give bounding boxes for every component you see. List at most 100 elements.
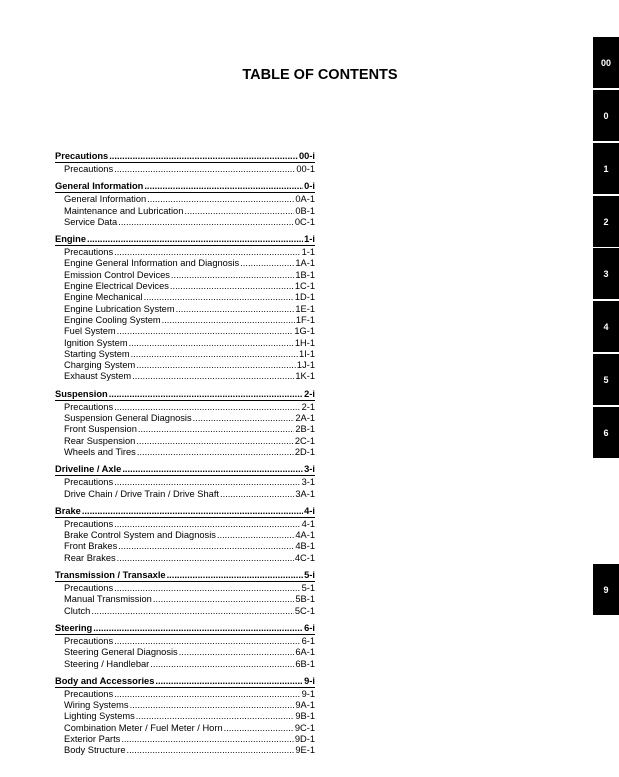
entry-page: 6B-1 (295, 658, 315, 669)
toc-entry[interactable]: Rear Brakes 4C-1 (55, 553, 315, 564)
toc-entry[interactable]: Clutch 5C-1 (55, 606, 315, 617)
toc-entry[interactable]: Steering General Diagnosis 6A-1 (55, 647, 315, 658)
dot-leader (114, 247, 300, 258)
entry-label: Precautions (64, 583, 114, 594)
entry-label: Precautions (64, 247, 114, 258)
toc-entry[interactable]: Front Brakes 4B-1 (55, 541, 315, 552)
toc-entry[interactable]: Wheels and Tires 2D-1 (55, 447, 315, 458)
dot-leader (144, 292, 294, 303)
section-tab[interactable]: 2 (593, 196, 619, 247)
section-tab[interactable]: 1 (593, 143, 619, 194)
toc-entry[interactable]: Service Data 0C-1 (55, 217, 315, 228)
section-heading[interactable]: Body and Accessories 9-i (55, 676, 315, 688)
toc-entry[interactable]: Precautions 9-1 (55, 689, 315, 700)
section-heading[interactable]: Transmission / Transaxle 5-i (55, 570, 315, 583)
toc-entry[interactable]: Charging System 1J-1 (55, 360, 315, 371)
toc-entry[interactable]: Engine Lubrication System 1E-1 (55, 304, 315, 315)
toc-entry[interactable]: Engine General Information and Diagnosis… (55, 258, 315, 269)
toc-entry[interactable]: Starting System 1I-1 (55, 349, 315, 360)
toc-section: Transmission / Transaxle 5-i Precautions 5-… (55, 570, 315, 617)
dot-leader (87, 234, 303, 245)
dot-leader (136, 436, 294, 447)
entry-label: Suspension (55, 388, 108, 399)
dot-leader (114, 583, 300, 594)
toc-entry[interactable]: Precautions 4-1 (55, 519, 315, 530)
toc-entry[interactable]: Body Structure 9E-1 (55, 745, 315, 756)
toc-entry[interactable]: Fuel System 1G-1 (55, 326, 315, 337)
entry-page: 9C-1 (294, 722, 315, 733)
section-tab[interactable]: 0 (593, 90, 619, 141)
toc-entry[interactable]: Exterior Parts 9D-1 (55, 734, 315, 745)
entry-label: Engine (55, 234, 86, 245)
entry-page: 1G-1 (294, 326, 315, 337)
toc-entry[interactable]: Steering / Handlebar 6B-1 (55, 659, 315, 670)
toc-entry[interactable]: Front Suspension 2B-1 (55, 424, 315, 435)
toc-entry[interactable]: Precautions 1-1 (55, 247, 315, 258)
entry-label: General Information (64, 194, 147, 205)
dot-leader (155, 676, 303, 687)
entry-label: Steering / Handlebar (64, 658, 150, 669)
section-tab[interactable]: 5 (593, 354, 619, 405)
section-heading[interactable]: Suspension 2-i (55, 389, 315, 401)
entry-page: 2A-1 (295, 413, 315, 424)
toc-section: Precautions 00-i Precautions 00-1 (55, 151, 315, 175)
toc-entry[interactable]: Engine Cooling System 1F-1 (55, 315, 315, 326)
dot-leader (137, 447, 294, 458)
section-tab[interactable]: 00 (593, 37, 619, 88)
toc-entry[interactable]: Maintenance and Lubrication 0B-1 (55, 206, 315, 217)
toc-entry[interactable]: Exhaust System 1K-1 (55, 371, 315, 382)
toc-entry[interactable]: Precautions 2-1 (55, 402, 315, 413)
dot-leader (82, 506, 303, 517)
toc-entry[interactable]: Precautions 00-1 (55, 164, 315, 175)
table-of-contents: Precautions 00-i Precautions 00-1 General In… (55, 151, 315, 763)
toc-entry[interactable]: Ignition System 1H-1 (55, 338, 315, 349)
toc-entry[interactable]: Emission Control Devices 1B-1 (55, 270, 315, 281)
toc-entry[interactable]: Suspension General Diagnosis 2A-1 (55, 413, 315, 424)
toc-section: Body and Accessories9-iPrecautions9-1Wir… (55, 676, 315, 757)
section-tab[interactable]: 4 (593, 301, 619, 352)
toc-entry[interactable]: Lighting Systems 9B-1 (55, 711, 315, 722)
toc-entry[interactable]: Precautions 6-1 (55, 636, 315, 647)
section-heading[interactable]: Engine 1-i (55, 234, 315, 247)
entry-label: Exhaust System (64, 371, 132, 382)
toc-entry[interactable]: General Information 0A-1 (55, 194, 315, 205)
section-heading[interactable]: Brake 4-i (55, 506, 315, 518)
entry-label: Steering General Diagnosis (64, 647, 178, 658)
dot-leader (114, 164, 295, 175)
toc-entry[interactable]: Combination Meter / Fuel Meter / Horn 9C-… (55, 723, 315, 734)
entry-page: 6A-1 (295, 647, 315, 658)
entry-label: Rear Suspension (64, 435, 136, 446)
dot-leader (131, 349, 298, 360)
entry-page: 5B-1 (295, 594, 315, 605)
entry-page: 6-i (304, 622, 315, 633)
section-heading[interactable]: Steering 6-i (55, 623, 315, 635)
section-tab[interactable]: 3 (593, 248, 619, 299)
toc-entry[interactable]: Brake Control System and Diagnosis 4A-1 (55, 530, 315, 541)
toc-entry[interactable]: Precautions 5-1 (55, 583, 315, 594)
dot-leader (109, 389, 303, 400)
toc-entry[interactable]: Drive Chain / Drive Train / Drive Shaft 3… (55, 489, 315, 500)
entry-page: 5-i (304, 570, 315, 581)
dot-leader (171, 270, 294, 281)
dot-leader (114, 519, 300, 530)
section-heading[interactable]: Driveline / Axle 3-i (55, 464, 315, 477)
toc-entry[interactable]: Engine Electrical Devices 1C-1 (55, 281, 315, 292)
entry-page: 4A-1 (295, 530, 315, 541)
section-heading[interactable]: General Information 0-i (55, 181, 315, 194)
toc-entry[interactable]: Manual Transmission 5B-1 (55, 594, 315, 605)
toc-entry[interactable]: Rear Suspension 2C-1 (55, 436, 315, 447)
toc-entry[interactable]: Engine Mechanical 1D-1 (55, 292, 315, 303)
toc-entry[interactable]: Precautions 3-1 (55, 477, 315, 488)
section-tab[interactable]: 9 (593, 564, 619, 615)
dot-leader (217, 530, 294, 541)
entry-page: 00-1 (296, 164, 315, 174)
section-heading[interactable]: Precautions 00-i (55, 151, 315, 163)
dot-leader (144, 181, 303, 192)
dot-leader (150, 659, 294, 670)
entry-label: Ignition System (64, 337, 128, 348)
toc-entry[interactable]: Wiring Systems 9A-1 (55, 700, 315, 711)
dot-leader (122, 464, 303, 475)
section-tab[interactable]: 6 (593, 407, 619, 458)
dot-leader (162, 315, 295, 326)
